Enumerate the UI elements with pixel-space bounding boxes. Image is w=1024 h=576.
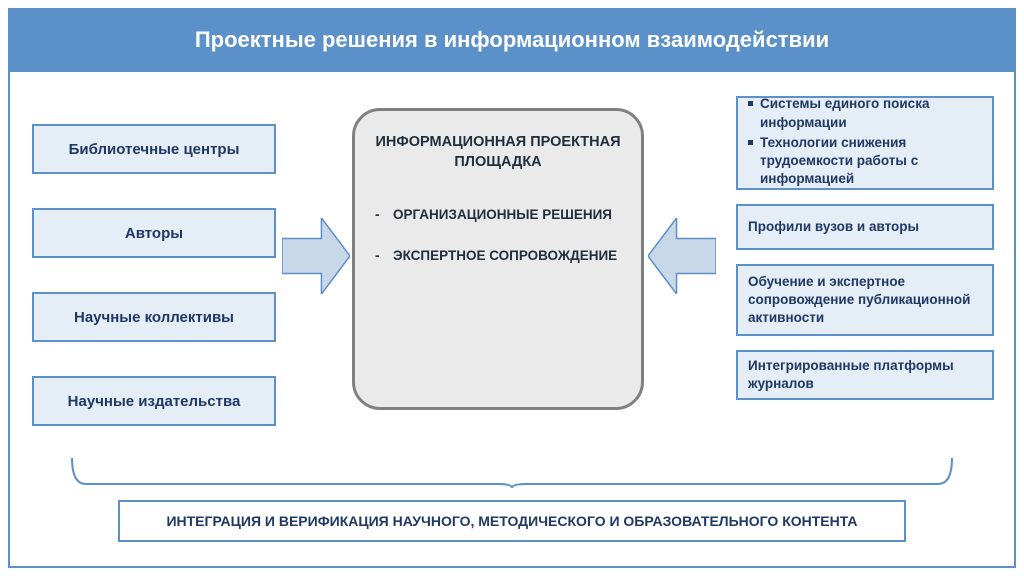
bottom-text: ИНТЕГРАЦИЯ И ВЕРИФИКАЦИЯ НАУЧНОГО, МЕТОД…: [166, 513, 857, 529]
left-box-3: Научные издательства: [32, 376, 276, 426]
bottom-bracket: [70, 454, 954, 488]
right-box-0: Системы единого поиска информацииТехноло…: [736, 96, 994, 190]
bottom-box: ИНТЕГРАЦИЯ И ВЕРИФИКАЦИЯ НАУЧНОГО, МЕТОД…: [118, 500, 906, 542]
right-box-2: Обучение и экспертное сопровождение публ…: [736, 264, 994, 336]
center-title: ИНФОРМАЦИОННАЯ ПРОЕКТНАЯ ПЛОЩАДКА: [375, 133, 621, 172]
title-bar: Проектные решения в информационном взаим…: [8, 8, 1016, 72]
arrow-left-icon: [648, 218, 716, 294]
left-box-2: Научные коллективы: [32, 292, 276, 342]
right-box-1: Профили вузов и авторы: [736, 204, 994, 250]
left-box-1: Авторы: [32, 208, 276, 258]
center-item-1: ЭКСПЕРТНОЕ СОПРОВОЖДЕНИЕ: [375, 247, 621, 266]
right-box-3: Интегрированные платформы журналов: [736, 350, 994, 400]
arrow-right-icon: [282, 218, 350, 294]
center-list: ОРГАНИЗАЦИОННЫЕ РЕШЕНИЯ ЭКСПЕРТНОЕ СОПРОВ…: [375, 206, 621, 266]
center-panel: ИНФОРМАЦИОННАЯ ПРОЕКТНАЯ ПЛОЩАДКА ОРГАНИ…: [352, 108, 644, 410]
center-item-0: ОРГАНИЗАЦИОННЫЕ РЕШЕНИЯ: [375, 206, 621, 225]
left-box-0: Библиотечные центры: [32, 124, 276, 174]
title-text: Проектные решения в информационном взаим…: [195, 27, 829, 53]
